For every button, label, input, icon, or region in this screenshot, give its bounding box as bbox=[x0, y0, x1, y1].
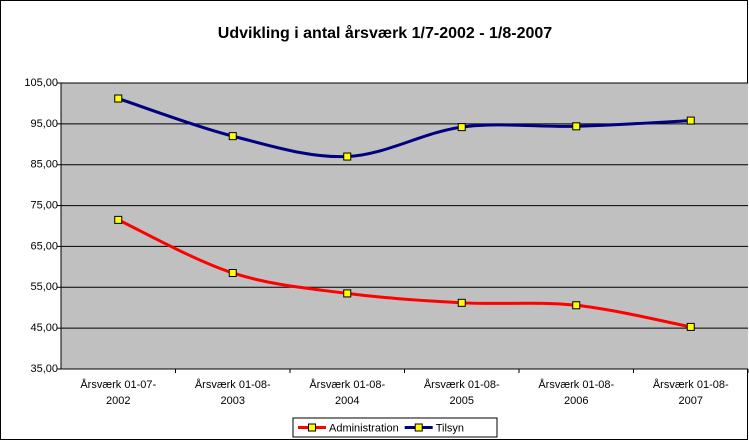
y-tick-label: 35,00 bbox=[30, 363, 58, 375]
series-line bbox=[117, 97, 691, 159]
legend-label: Tilsyn bbox=[436, 422, 464, 434]
chart-title: Udvikling i antal årsværk 1/7-2002 - 1/8… bbox=[218, 24, 553, 42]
point-marker bbox=[114, 94, 123, 103]
x-tick-label-line: 2006 bbox=[564, 395, 588, 407]
point-marker bbox=[228, 132, 237, 141]
y-tick-label: 75,00 bbox=[30, 199, 58, 211]
y-tick-label: 55,00 bbox=[30, 281, 58, 293]
legend-label: Administration bbox=[329, 422, 399, 434]
point-marker bbox=[686, 322, 695, 331]
x-tick-label: Årsværk 01-08- 2005 bbox=[424, 378, 500, 407]
point-marker bbox=[228, 268, 237, 277]
legend-marker bbox=[308, 423, 316, 432]
x-tick-label-line: Årsværk 01-08- bbox=[653, 378, 729, 391]
x-tick-label-line: 2003 bbox=[221, 395, 245, 407]
x-tick-label: Årsværk 01-07- 2002 bbox=[80, 378, 156, 407]
x-tick-label-line: Årsværk 01-08- bbox=[309, 378, 385, 391]
x-tick-label: Årsværk 01-08- 2004 bbox=[309, 378, 385, 407]
point-marker bbox=[343, 152, 352, 161]
x-tick-label-line: Årsværk 01-08- bbox=[538, 378, 614, 391]
x-tick-label: Årsværk 01-08- 2007 bbox=[653, 378, 729, 407]
point-marker bbox=[686, 116, 695, 125]
x-tick-label-line: 2002 bbox=[106, 395, 130, 407]
y-tick-label: 85,00 bbox=[30, 159, 58, 171]
point-marker bbox=[572, 301, 581, 310]
x-tick-label: Årsværk 01-08- 2006 bbox=[538, 378, 614, 407]
x-tick-label-line: Årsværk 01-08- bbox=[195, 378, 271, 391]
y-tick-label: 95,00 bbox=[30, 118, 58, 130]
series-line bbox=[117, 218, 692, 329]
point-marker bbox=[343, 289, 352, 298]
legend-box bbox=[292, 417, 498, 438]
legend-marker bbox=[414, 423, 423, 432]
x-tick-label-line: Årsværk 01-07- bbox=[80, 378, 156, 391]
y-tick-label: 105,00 bbox=[24, 77, 58, 89]
y-tick-label: 65,00 bbox=[30, 240, 58, 252]
x-tick-label-line: 2005 bbox=[450, 395, 474, 407]
plot-area bbox=[61, 83, 748, 369]
x-tick-label: Årsværk 01-08- 2003 bbox=[195, 378, 271, 407]
point-marker bbox=[457, 298, 466, 307]
y-tick-label: 45,00 bbox=[30, 322, 58, 334]
x-tick-label-line: 2007 bbox=[679, 395, 703, 407]
point-marker bbox=[572, 122, 581, 131]
point-marker bbox=[457, 123, 466, 132]
point-marker bbox=[114, 215, 123, 224]
x-tick-label-line: 2004 bbox=[335, 395, 359, 407]
x-tick-label-line: Årsværk 01-08- bbox=[424, 378, 500, 391]
